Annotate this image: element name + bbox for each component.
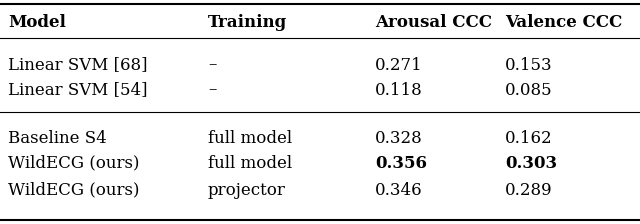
Text: –: – (208, 56, 216, 73)
Text: projector: projector (208, 181, 286, 198)
Text: 0.085: 0.085 (505, 82, 552, 99)
Text: 0.271: 0.271 (375, 56, 423, 73)
Text: WildECG (ours): WildECG (ours) (8, 181, 140, 198)
Text: Model: Model (8, 13, 66, 30)
Text: WildECG (ours): WildECG (ours) (8, 155, 140, 172)
Text: 0.289: 0.289 (505, 181, 552, 198)
Text: 0.162: 0.162 (505, 129, 552, 146)
Text: Linear SVM [54]: Linear SVM [54] (8, 82, 147, 99)
Text: 0.356: 0.356 (375, 155, 427, 172)
Text: 0.153: 0.153 (505, 56, 552, 73)
Text: Training: Training (208, 13, 287, 30)
Text: 0.346: 0.346 (375, 181, 422, 198)
Text: Baseline S4: Baseline S4 (8, 129, 107, 146)
Text: Linear SVM [68]: Linear SVM [68] (8, 56, 147, 73)
Text: full model: full model (208, 129, 292, 146)
Text: –: – (208, 82, 216, 99)
Text: 0.303: 0.303 (505, 155, 557, 172)
Text: Valence CCC: Valence CCC (505, 13, 622, 30)
Text: full model: full model (208, 155, 292, 172)
Text: 0.118: 0.118 (375, 82, 423, 99)
Text: Arousal CCC: Arousal CCC (375, 13, 492, 30)
Text: 0.328: 0.328 (375, 129, 423, 146)
